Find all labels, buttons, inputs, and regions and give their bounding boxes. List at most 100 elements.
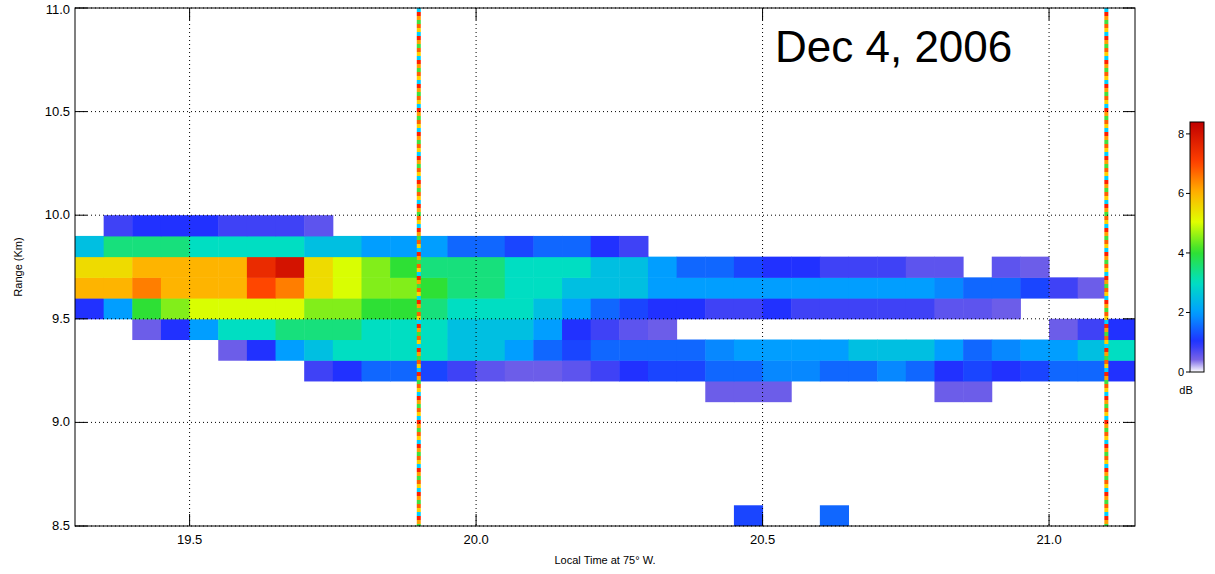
cell — [734, 277, 763, 298]
cell — [791, 277, 820, 298]
cell — [447, 360, 476, 381]
cell — [934, 340, 963, 361]
cell — [161, 257, 190, 278]
cb-tick-label: 4 — [1178, 247, 1184, 259]
cell — [447, 236, 476, 257]
cell — [820, 257, 849, 278]
frame — [75, 8, 1135, 526]
cell — [361, 257, 390, 278]
cell — [906, 298, 935, 319]
cell — [849, 360, 878, 381]
cell — [247, 340, 276, 361]
y-tick-right — [1123, 8, 1135, 9]
cell — [677, 360, 706, 381]
cell — [447, 340, 476, 361]
cell — [677, 257, 706, 278]
cell — [218, 277, 247, 298]
cell — [333, 340, 362, 361]
y-tick-right — [1123, 318, 1135, 319]
x-tick — [476, 514, 477, 526]
cell — [648, 340, 677, 361]
cell — [505, 298, 534, 319]
cell — [447, 257, 476, 278]
cell — [705, 381, 734, 402]
cell — [447, 298, 476, 319]
cell — [1078, 360, 1107, 381]
cell — [820, 298, 849, 319]
cell — [505, 340, 534, 361]
cell — [791, 298, 820, 319]
cb-tick-label: 2 — [1178, 306, 1184, 318]
cell — [276, 298, 305, 319]
cell — [648, 360, 677, 381]
cells — [75, 8, 1135, 526]
cell — [190, 215, 219, 236]
cell — [419, 257, 448, 278]
cell — [104, 236, 133, 257]
cell — [505, 257, 534, 278]
cell — [820, 505, 849, 526]
cell — [447, 277, 476, 298]
cell — [505, 360, 534, 381]
cell — [648, 319, 677, 340]
cell — [591, 257, 620, 278]
cell — [648, 257, 677, 278]
x-axis-title: Local Time at 75° W. — [555, 554, 656, 566]
cell — [591, 340, 620, 361]
cell — [190, 319, 219, 340]
cell — [849, 257, 878, 278]
cell — [877, 298, 906, 319]
cell — [533, 319, 562, 340]
cell — [276, 236, 305, 257]
cell — [562, 340, 591, 361]
cell — [791, 360, 820, 381]
cell — [476, 360, 505, 381]
cell — [132, 257, 161, 278]
cell — [1078, 319, 1107, 340]
cell — [992, 360, 1021, 381]
x-tick — [762, 514, 763, 526]
y-tick-right — [1123, 111, 1135, 112]
y-tick-label: 10.5 — [45, 104, 70, 119]
cell — [791, 340, 820, 361]
cell — [1049, 277, 1078, 298]
cell — [304, 257, 333, 278]
cell — [104, 277, 133, 298]
x-tick-top — [189, 8, 190, 20]
y-tick-right — [1123, 215, 1135, 216]
y-axis-title: Range (Km) — [12, 237, 24, 296]
cell — [1106, 360, 1135, 381]
cell — [333, 257, 362, 278]
cell — [1049, 319, 1078, 340]
cell — [419, 319, 448, 340]
cell — [934, 257, 963, 278]
cell — [247, 298, 276, 319]
cell — [734, 381, 763, 402]
grid-x — [1049, 8, 1050, 526]
cell — [533, 277, 562, 298]
cell — [132, 298, 161, 319]
annotation: Dec 4, 2006 — [775, 22, 1012, 71]
cell — [390, 319, 419, 340]
cell — [1049, 340, 1078, 361]
cell — [390, 298, 419, 319]
cell — [218, 215, 247, 236]
cb-tick — [1186, 372, 1190, 373]
cell — [734, 257, 763, 278]
cell — [763, 340, 792, 361]
cell — [390, 236, 419, 257]
cell — [820, 340, 849, 361]
grid-y — [75, 422, 1135, 423]
cell — [934, 360, 963, 381]
cell — [934, 277, 963, 298]
cell — [705, 340, 734, 361]
cell — [476, 236, 505, 257]
y-tick-right — [1123, 422, 1135, 423]
cell — [648, 298, 677, 319]
cell — [276, 340, 305, 361]
cell — [419, 298, 448, 319]
cell — [104, 257, 133, 278]
cell — [75, 277, 104, 298]
cell — [276, 257, 305, 278]
x-tick-label: 20.0 — [463, 532, 488, 547]
